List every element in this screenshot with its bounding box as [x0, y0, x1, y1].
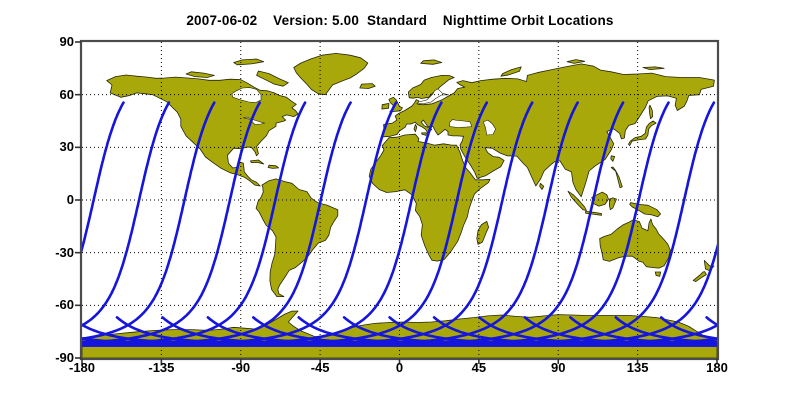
- land-philippines: [610, 166, 623, 189]
- plot-content: [82, 42, 717, 358]
- land-madagascar: [476, 221, 489, 245]
- water-caspian-sea: [483, 119, 496, 136]
- land-sri-lanka: [539, 182, 545, 190]
- orbit-track: [342, 101, 670, 345]
- land-ireland: [381, 103, 390, 110]
- x-axis-tick-label: -90: [231, 360, 251, 375]
- y-axis-tick-label: 60: [59, 86, 74, 102]
- land-baffin-island: [256, 70, 289, 87]
- land-victoria-island: [185, 71, 215, 78]
- land-sakhalin: [648, 104, 653, 120]
- land-severnaya-zemlya: [566, 59, 586, 64]
- y-axis-tick-label: 90: [59, 34, 74, 49]
- land-iceland: [359, 83, 376, 89]
- land-taiwan: [610, 155, 616, 162]
- x-axis-tick-label: 135: [626, 360, 649, 375]
- land-sicily: [421, 132, 427, 136]
- water-black-sea: [449, 119, 473, 128]
- land-tasmania: [654, 271, 661, 277]
- x-axis-tick-label: 180: [706, 360, 728, 375]
- land-scandinavia: [407, 75, 455, 99]
- y-axis-tick-label: 0: [66, 192, 74, 207]
- orbit-track: [297, 101, 625, 345]
- land-corsica-sardinia: [413, 124, 418, 133]
- y-axis-tick-label: -60: [55, 297, 74, 313]
- land-greenland: [293, 53, 369, 96]
- orbit-track: [82, 101, 125, 254]
- land-sulawesi: [609, 197, 617, 211]
- water-baltic-sea: [416, 88, 449, 105]
- x-axis-tick-label: -135: [148, 360, 175, 375]
- land-eurasia: [382, 63, 715, 198]
- x-axis-tick-label: 90: [551, 360, 566, 375]
- orbit-track: [82, 101, 171, 327]
- land-japan: [628, 120, 657, 146]
- land-africa: [368, 133, 491, 262]
- south-overlap-band: [82, 340, 717, 347]
- x-axis-tick-label: -180: [68, 360, 96, 375]
- land-novaya-zemlya: [500, 66, 522, 77]
- land-sumatra: [567, 190, 587, 211]
- land-cuba: [250, 159, 265, 165]
- x-axis-tick-label: 45: [471, 360, 487, 375]
- y-axis-tick-label: -90: [55, 350, 74, 365]
- land-borneo: [591, 191, 609, 207]
- y-axis-tick-label: 30: [59, 139, 74, 155]
- land-svalbard: [420, 59, 443, 65]
- land-australia: [599, 218, 671, 269]
- orbit-track: [82, 101, 216, 341]
- land-new-siberian-islands: [642, 66, 665, 70]
- x-axis-tick-label: 0: [395, 360, 404, 375]
- figure-title: 2007-06-02 Version: 5.00 Standard Nightt…: [186, 13, 614, 28]
- x-axis-tick-label: -45: [310, 360, 330, 375]
- land-ellesmere-island: [233, 58, 265, 66]
- y-axis-tick-label: -30: [55, 244, 74, 260]
- orbit-track: [388, 101, 716, 345]
- land-hispaniola: [267, 164, 280, 169]
- orbit-track: [705, 316, 717, 327]
- land-new-zealand-south: [692, 271, 707, 282]
